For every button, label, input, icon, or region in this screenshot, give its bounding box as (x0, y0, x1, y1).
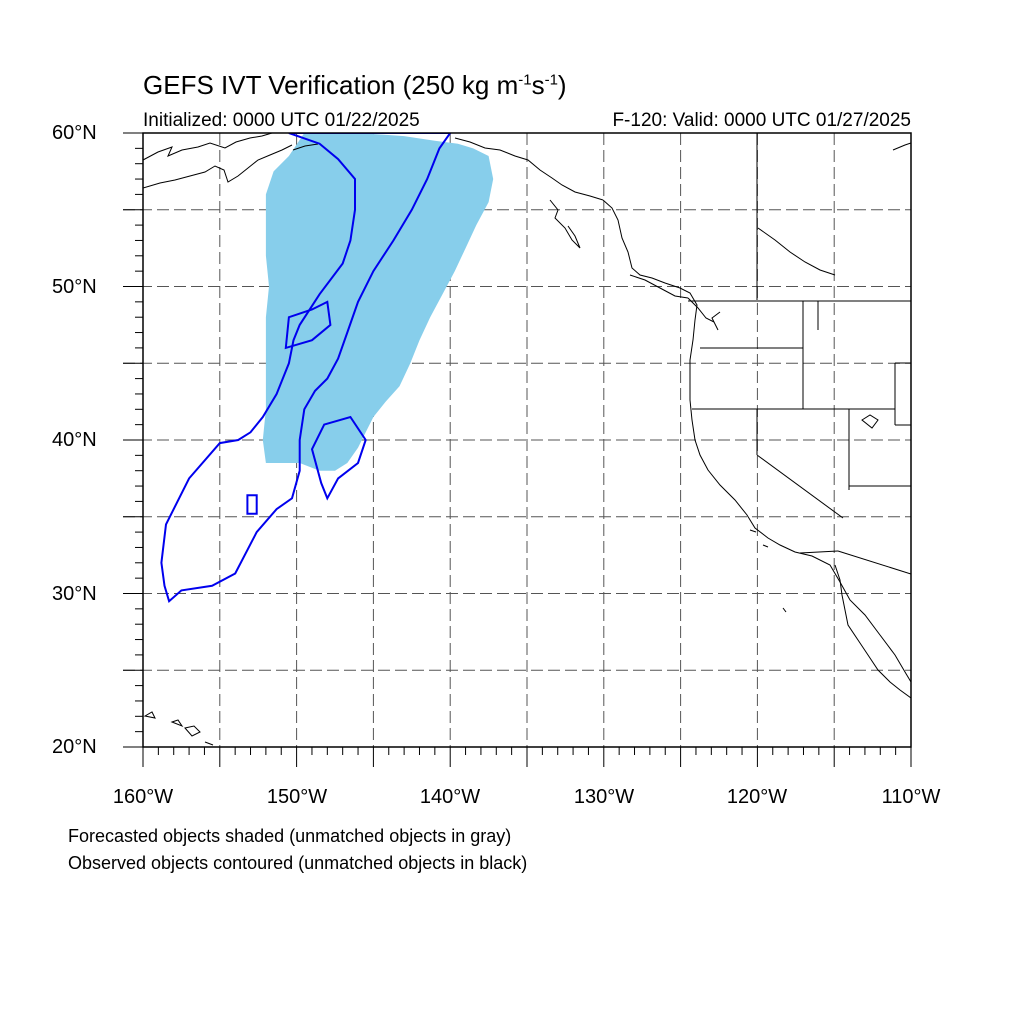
observed-ivt-contours (160, 133, 452, 603)
lon-label-150w: 150°W (266, 786, 328, 808)
lat-label-50n: 50°N (52, 276, 97, 298)
political-borders (688, 133, 911, 575)
observed-contour-3 (284, 300, 332, 350)
lat-label-30n: 30°N (52, 583, 97, 605)
map-frame (142, 132, 912, 748)
initialized-time: Initialized: 0000 UTC 01/22/2025 (143, 110, 420, 131)
lon-label-130w: 130°W (573, 786, 635, 808)
observed-contour-2 (310, 415, 367, 501)
lon-label-110w: 110°W (881, 786, 941, 808)
legend-forecast: Forecasted objects shaded (unmatched obj… (68, 826, 512, 846)
forecast-ivt-object (262, 133, 494, 471)
observed-contour-4 (246, 494, 258, 515)
map-grid (123, 133, 911, 747)
lat-label-60n: 60°N (52, 122, 97, 144)
lat-label-20n: 20°N (52, 736, 97, 758)
lon-label-140w: 140°W (419, 786, 481, 808)
map-title: GEFS IVT Verification (250 kg m-1s-1) (143, 70, 567, 100)
observed-contour-1 (160, 133, 452, 603)
valid-time: F-120: Valid: 0000 UTC 01/27/2025 (612, 110, 911, 131)
legend-observed: Observed objects contoured (unmatched ob… (68, 853, 528, 873)
coastlines (143, 133, 911, 746)
lon-label-120w: 120°W (726, 786, 788, 808)
lon-label-160w: 160°W (112, 786, 174, 808)
lat-label-40n: 40°N (52, 429, 97, 451)
axis-ticks (123, 132, 912, 767)
